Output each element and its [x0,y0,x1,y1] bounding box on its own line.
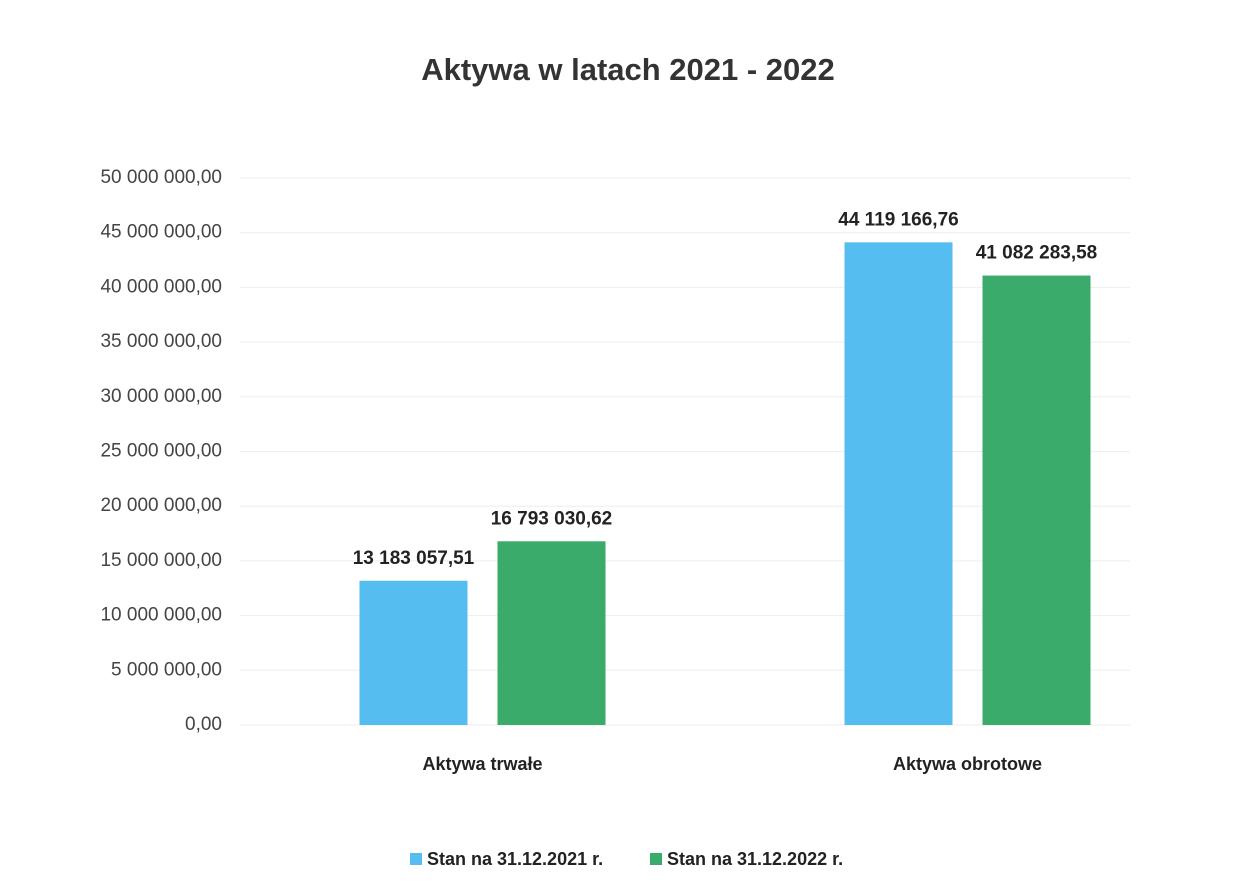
legend-label: Stan na 31.12.2022 r. [667,849,843,869]
y-tick-label: 20 000 000,00 [100,495,222,516]
legend-swatch [650,853,662,865]
y-tick-label: 0,00 [185,714,222,735]
data-label: 13 183 057,51 [353,548,475,569]
y-tick-label: 15 000 000,00 [100,550,222,571]
bar [359,580,468,725]
data-label: 41 082 283,58 [976,243,1098,264]
chart-title: Aktywa w latach 2021 - 2022 [421,52,835,87]
bar [497,541,606,725]
y-tick-label: 25 000 000,00 [100,441,222,462]
y-tick-label: 50 000 000,00 [100,167,222,188]
data-label: 44 119 166,76 [838,209,958,230]
x-tick-label: Aktywa obrotowe [893,754,1042,774]
y-tick-label: 40 000 000,00 [100,276,222,297]
y-tick-label: 35 000 000,00 [100,331,222,352]
x-tick-label: Aktywa trwałe [422,754,542,774]
bar [982,275,1091,725]
y-tick-label: 10 000 000,00 [100,605,222,626]
y-tick-label: 30 000 000,00 [100,386,222,407]
legend-label: Stan na 31.12.2021 r. [427,849,603,869]
data-label: 16 793 030,62 [491,508,613,529]
bar [844,242,953,726]
y-tick-label: 5 000 000,00 [111,659,222,680]
legend-swatch [410,853,422,865]
y-tick-label: 45 000 000,00 [100,222,222,243]
